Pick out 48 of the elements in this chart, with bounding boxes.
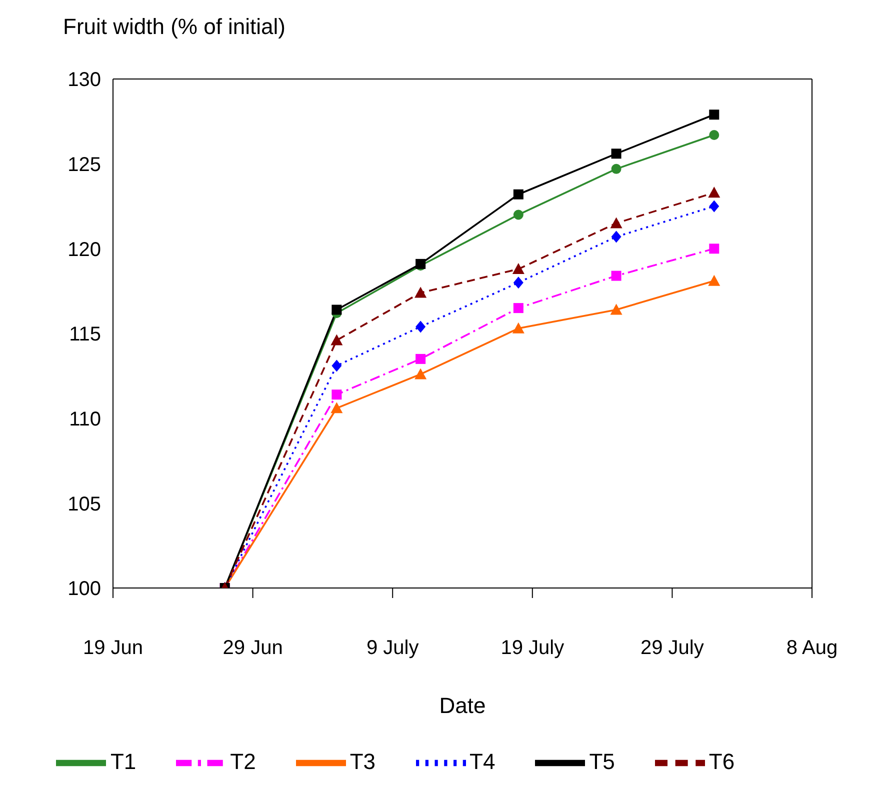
legend-label: T3 bbox=[350, 748, 376, 774]
y-tick-label: 130 bbox=[68, 69, 101, 92]
point bbox=[709, 130, 720, 140]
point bbox=[414, 286, 427, 298]
point bbox=[513, 303, 524, 314]
point bbox=[330, 334, 343, 346]
point bbox=[416, 354, 426, 364]
point bbox=[513, 189, 524, 200]
point bbox=[513, 276, 524, 289]
x-tick-label: 19 Jun bbox=[82, 637, 144, 660]
point bbox=[513, 210, 524, 220]
legend-label: T6 bbox=[708, 748, 735, 774]
point bbox=[708, 274, 720, 286]
y-tick-label: 115 bbox=[69, 324, 101, 346]
legend-label: T1 bbox=[110, 748, 136, 774]
point bbox=[330, 402, 343, 414]
y-axis-title: Fruit width (% of initial) bbox=[63, 14, 286, 40]
legend-label: T5 bbox=[589, 748, 615, 774]
y-tick-label: 100 bbox=[68, 578, 101, 600]
point bbox=[414, 368, 427, 380]
y-tick-label: 125 bbox=[68, 154, 101, 176]
point bbox=[709, 200, 720, 212]
y-tick-label: 110 bbox=[69, 408, 101, 430]
point bbox=[708, 186, 720, 198]
point bbox=[611, 148, 622, 159]
point bbox=[611, 230, 622, 243]
x-tick-label: 19 July bbox=[500, 637, 564, 660]
y-tick-label: 105 bbox=[68, 493, 101, 516]
point bbox=[416, 320, 426, 333]
x-axis-title: Date bbox=[439, 693, 486, 718]
point bbox=[610, 304, 622, 315]
point bbox=[512, 263, 524, 274]
point bbox=[709, 244, 720, 254]
point bbox=[611, 270, 622, 281]
point bbox=[332, 304, 342, 315]
x-tick-label: 9 July bbox=[366, 637, 419, 660]
point bbox=[611, 164, 622, 174]
x-tick-label: 29 Jun bbox=[222, 637, 283, 660]
point bbox=[610, 217, 622, 228]
legend-label: T2 bbox=[230, 748, 256, 774]
point bbox=[512, 322, 524, 334]
point bbox=[709, 110, 720, 120]
x-tick-label: 8 Aug bbox=[786, 637, 838, 660]
x-tick-label: 29 July bbox=[640, 637, 704, 660]
y-tick-label: 120 bbox=[68, 238, 101, 261]
legend-label: T4 bbox=[470, 748, 496, 774]
point bbox=[332, 360, 342, 372]
point bbox=[332, 390, 342, 400]
